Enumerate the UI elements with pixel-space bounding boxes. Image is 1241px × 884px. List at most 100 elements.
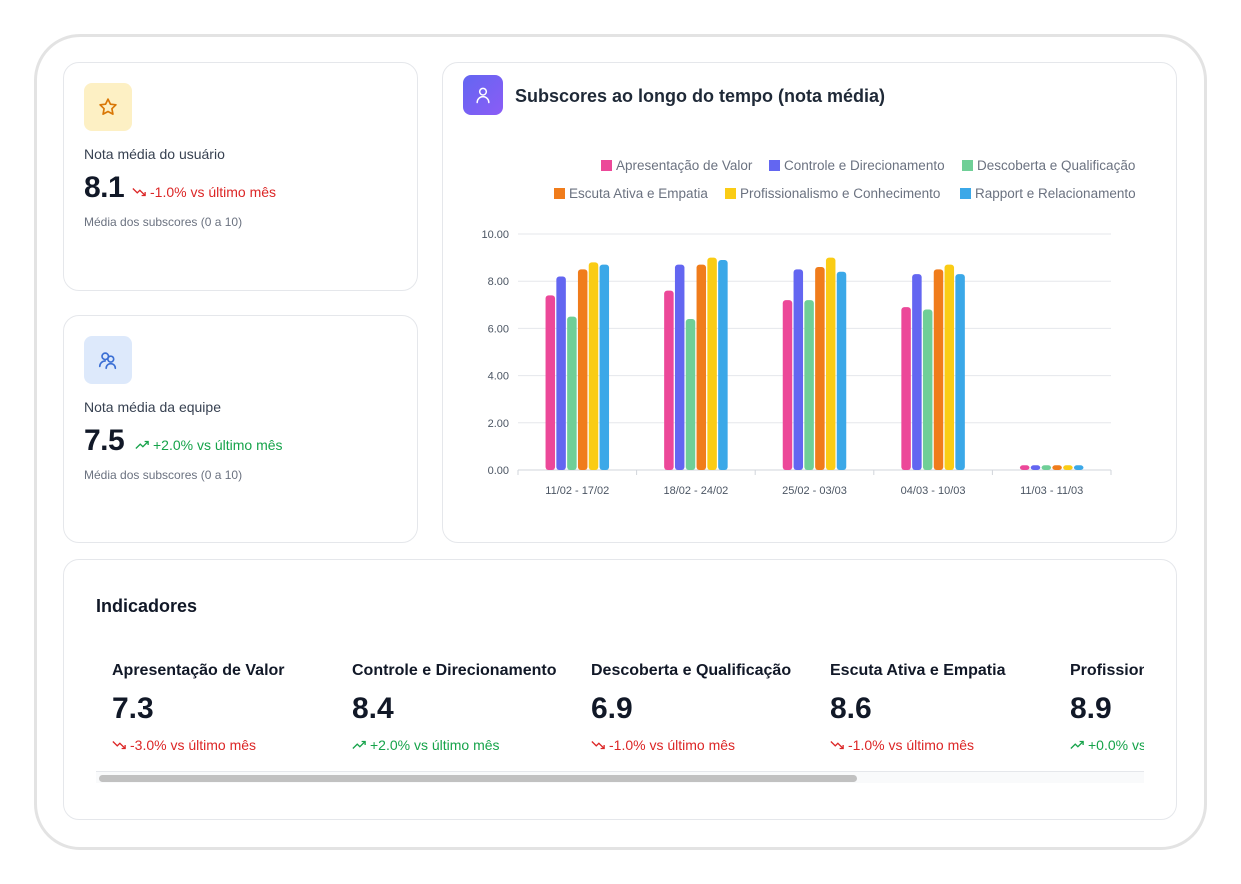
bar [567, 316, 577, 470]
bar [836, 271, 847, 470]
indicator-name: Profissionalismo e Conhecimento [1070, 662, 1144, 679]
legend-swatch [769, 160, 780, 171]
y-tick-label: 6.00 [488, 323, 509, 335]
scrollbar-thumb[interactable] [99, 775, 857, 782]
legend-label: Profissionalismo e Conhecimento [740, 186, 941, 201]
indicator-value: 8.6 [830, 692, 872, 725]
indicators-scroll-area[interactable]: Apresentação de Valor 7.3 -3.0% vs últim… [96, 652, 1144, 792]
legend-item-escuta[interactable]: Escuta Ativa e Empatia [554, 186, 708, 201]
indicator-name: Controle e Direcionamento [352, 662, 557, 679]
legend-item-controle[interactable]: Controle e Direcionamento [769, 158, 945, 173]
x-tick-label: 18/02 - 24/02 [663, 485, 728, 497]
y-tick-label: 4.00 [488, 371, 509, 383]
bar [933, 269, 944, 470]
bar [804, 300, 814, 470]
bar [1063, 465, 1073, 470]
indicator-value: 8.4 [352, 692, 394, 725]
legend-label: Apresentação de Valor [616, 158, 753, 173]
bar [782, 300, 793, 470]
chart-title: Subscores ao longo do tempo (nota média) [515, 86, 886, 106]
bar [588, 262, 599, 470]
user-icon [463, 75, 503, 115]
legend-swatch [960, 188, 971, 199]
indicator-delta-text: +0.0% vs último mês [1088, 737, 1144, 753]
bar [696, 264, 707, 470]
legend-item-apresentacao[interactable]: Apresentação de Valor [601, 158, 752, 173]
indicator-name: Apresentação de Valor [112, 662, 285, 679]
indicator-delta: +0.0% vs último mês [1070, 737, 1144, 753]
bar [1073, 465, 1084, 470]
x-tick-label: 25/02 - 03/03 [782, 485, 847, 497]
indicators-title: Indicadores [96, 596, 198, 616]
indicator-delta: -3.0% vs último mês [112, 737, 256, 753]
indicator-delta: +2.0% vs último mês [352, 737, 500, 753]
legend-swatch [962, 160, 973, 171]
bar [955, 274, 965, 470]
indicator-name: Descoberta e Qualificação [591, 662, 792, 679]
user-score-note: Média dos subscores (0 a 10) [84, 215, 243, 229]
bar [599, 264, 610, 470]
legend-item-rapport[interactable]: Rapport e Relacionamento [960, 186, 1136, 201]
user-score-delta-text: -1.0% vs último mês [150, 184, 277, 200]
legend-label: Escuta Ativa e Empatia [569, 186, 708, 201]
trend-down-icon [591, 741, 605, 750]
users-icon [84, 336, 132, 384]
trend-up-icon [135, 440, 149, 449]
legend-swatch [601, 160, 612, 171]
legend-label: Descoberta e Qualificação [977, 158, 1136, 173]
bar [912, 274, 922, 470]
indicator-delta-text: -3.0% vs último mês [130, 737, 257, 753]
bar [685, 318, 696, 470]
legend-item-descoberta[interactable]: Descoberta e Qualificação [962, 158, 1135, 173]
user-score-value: 8.1 [84, 171, 125, 204]
star-icon [84, 83, 132, 131]
user-score-card: Nota média do usuário 8.1 -1.0% vs últim… [63, 62, 418, 291]
subscores-chart-card: Subscores ao longo do tempo (nota média)… [442, 62, 1177, 543]
y-tick-label: 0.00 [488, 465, 509, 477]
legend-label: Controle e Direcionamento [784, 158, 945, 173]
team-score-value: 7.5 [84, 424, 125, 457]
bar [577, 269, 588, 470]
indicator-delta-text: -1.0% vs último mês [848, 737, 975, 753]
bar [718, 259, 728, 470]
bar [944, 264, 955, 470]
bar [556, 276, 566, 470]
y-tick-label: 2.00 [488, 418, 509, 430]
team-score-note: Média dos subscores (0 a 10) [84, 468, 243, 482]
legend-item-profissionalismo[interactable]: Profissionalismo e Conhecimento [725, 186, 940, 201]
x-tick-label: 11/03 - 11/03 [1020, 485, 1083, 497]
indicator-delta: -1.0% vs último mês [591, 737, 735, 753]
team-score-delta: +2.0% vs último mês [135, 437, 283, 453]
user-score-delta: -1.0% vs último mês [132, 184, 276, 200]
bar [815, 267, 825, 470]
subscores-bar-chart: 0.00 2.00 4.00 6.00 8.00 10.00 11/02 - 17/02 18… [481, 229, 1112, 497]
team-score-delta-text: +2.0% vs último mês [153, 437, 283, 453]
trend-up-icon [1070, 740, 1084, 749]
bar [707, 257, 717, 470]
x-tick-label: 04/03 - 10/03 [901, 485, 966, 497]
y-tick-label: 8.00 [488, 276, 509, 288]
trend-down-icon [112, 741, 126, 750]
trend-down-icon [132, 188, 146, 197]
bar [545, 295, 556, 470]
indicator-name: Escuta Ativa e Empatia [830, 662, 1006, 679]
bar [1041, 465, 1052, 470]
bar [1019, 465, 1030, 470]
bar [793, 269, 804, 470]
bar [664, 290, 674, 470]
indicator-value: 6.9 [591, 692, 633, 725]
bar [901, 307, 911, 470]
indicator-value: 8.9 [1070, 692, 1112, 725]
bar [922, 309, 933, 470]
user-score-label: Nota média do usuário [84, 146, 225, 162]
indicator-value: 7.3 [112, 692, 154, 725]
legend-swatch [725, 188, 736, 199]
trend-down-icon [830, 741, 844, 750]
legend-label: Rapport e Relacionamento [975, 186, 1136, 201]
x-tick-label: 11/02 - 17/02 [545, 485, 609, 497]
bar [674, 264, 685, 470]
indicators-card: Indicadores Apresentação de Valor 7.3 -3… [63, 559, 1177, 820]
horizontal-scrollbar[interactable] [96, 771, 1144, 783]
bar [825, 257, 836, 470]
indicator-delta: -1.0% vs último mês [830, 737, 974, 753]
